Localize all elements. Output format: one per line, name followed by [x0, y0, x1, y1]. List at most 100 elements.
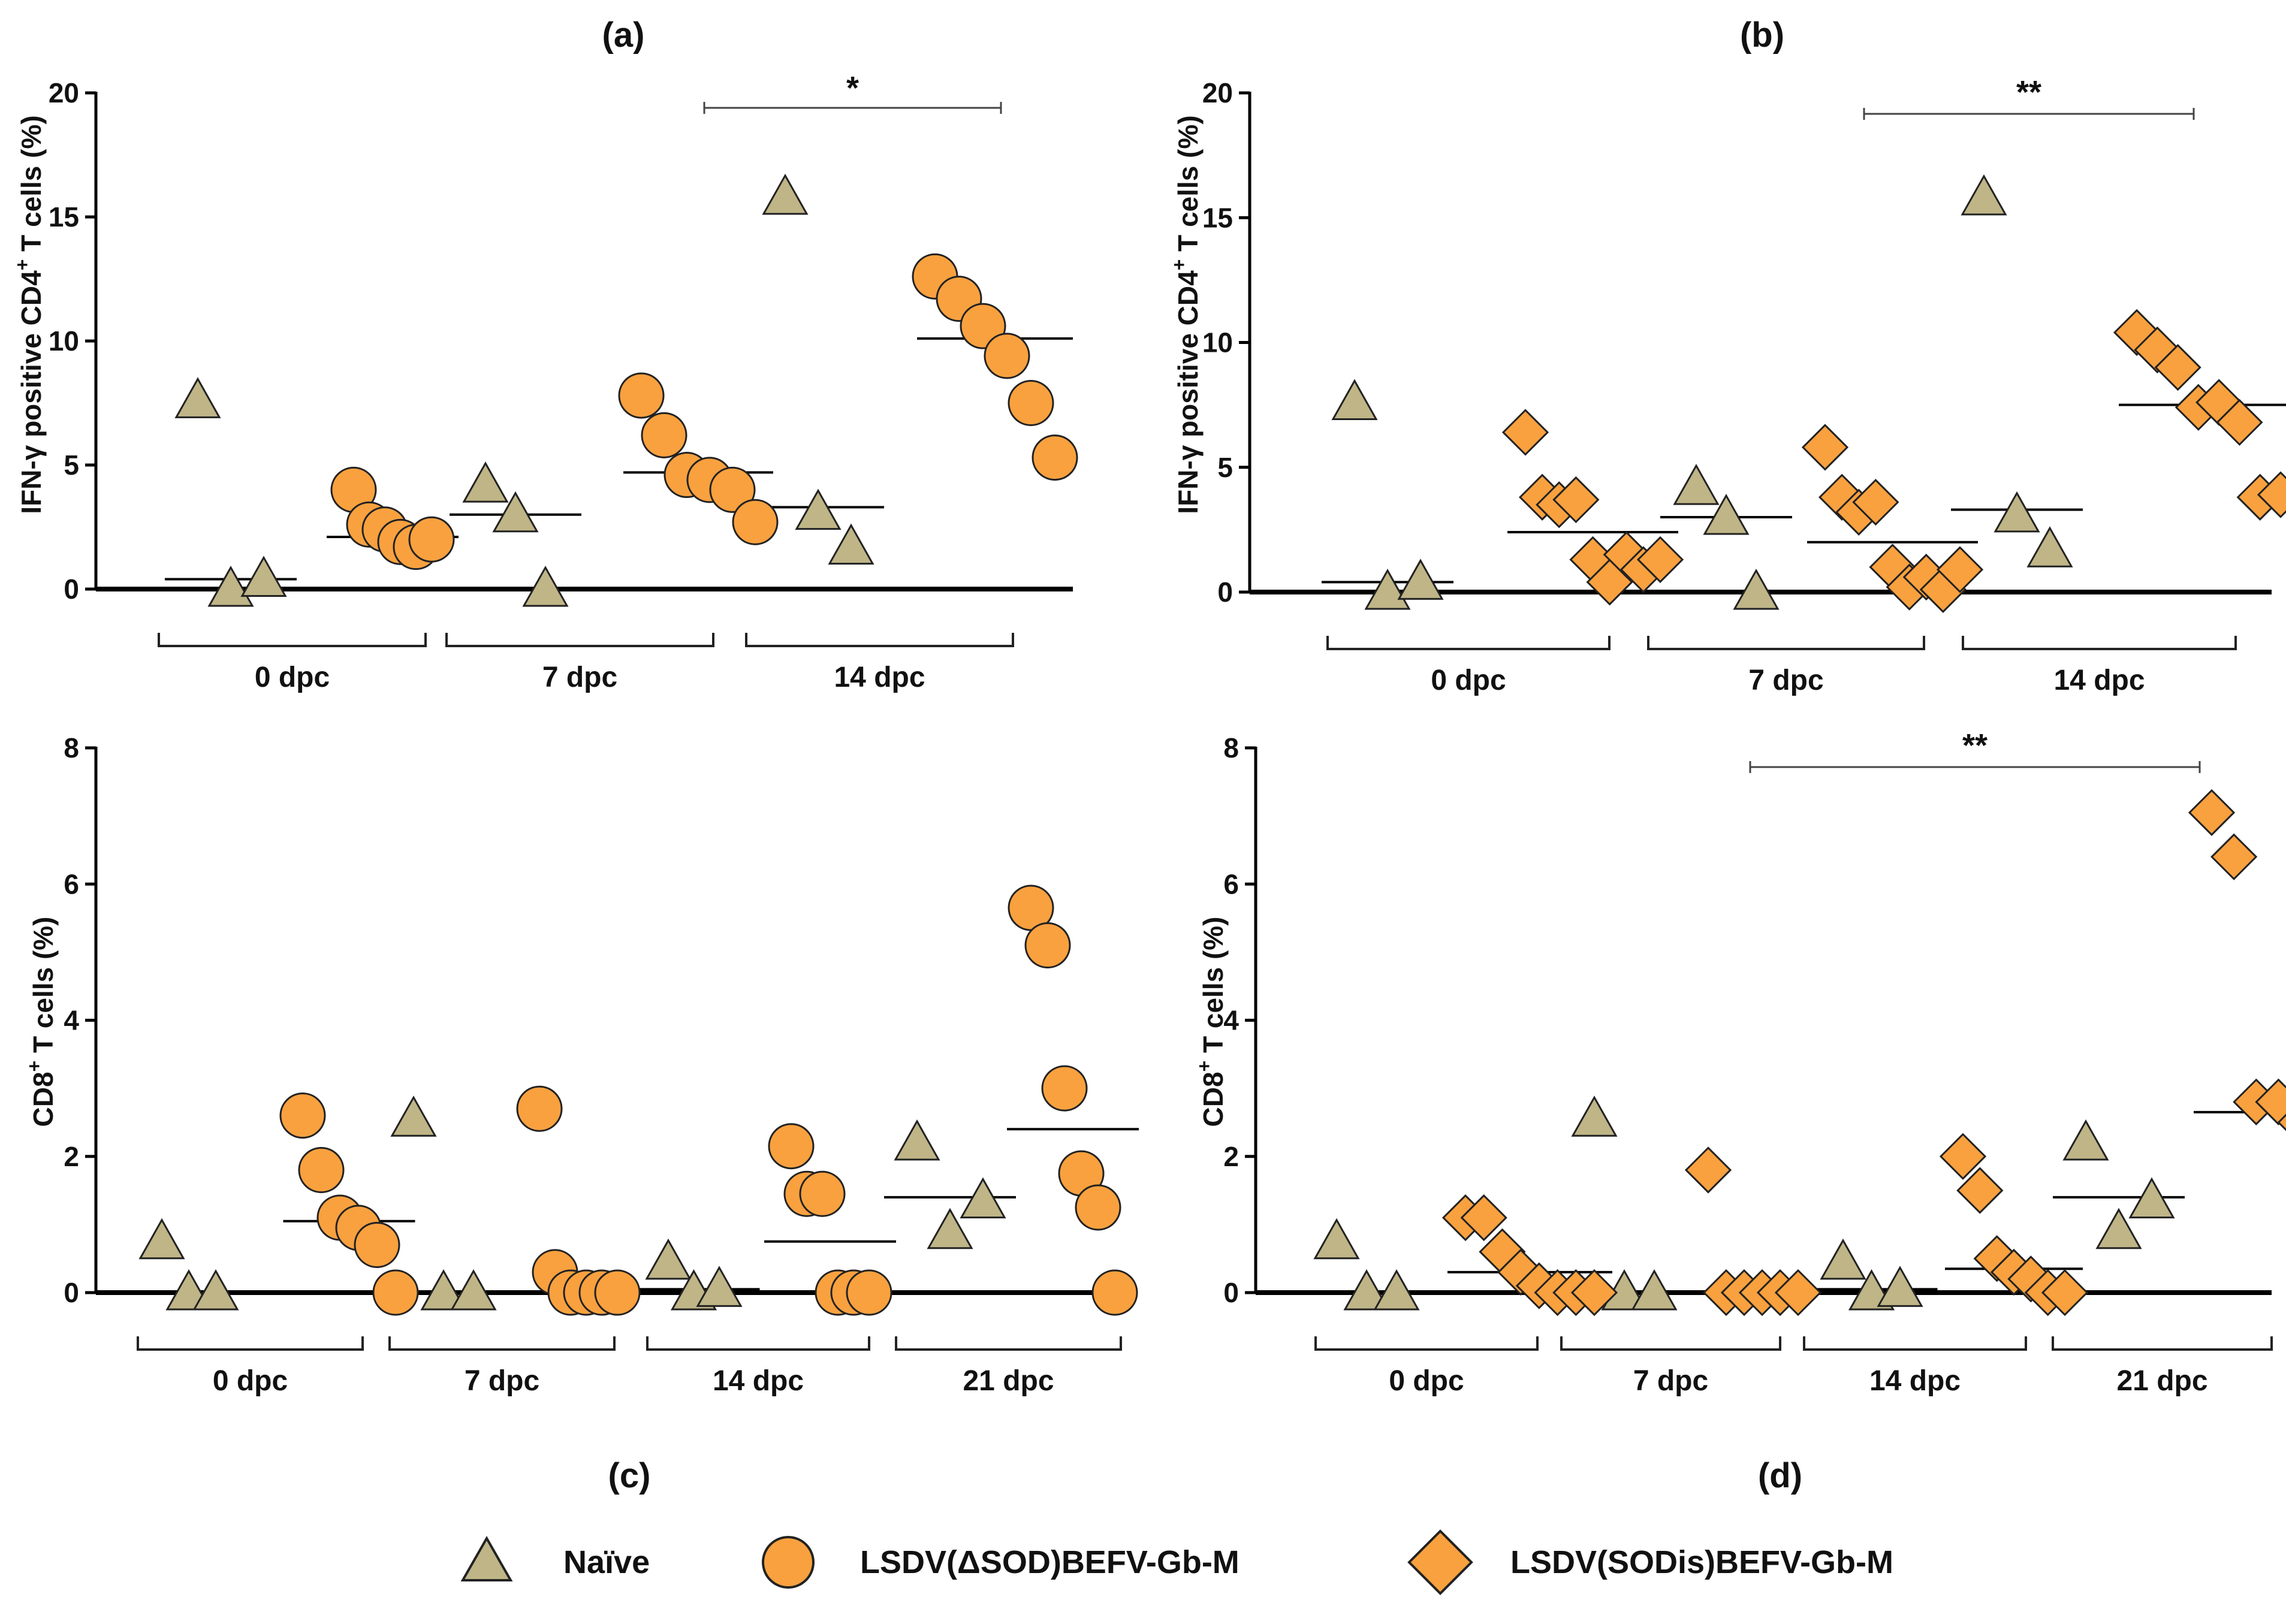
- significance-bar-p1: [1863, 108, 2195, 120]
- group-bracket-p2-0: [137, 1336, 364, 1351]
- group-label-p3-0: 0 dpc: [1389, 1365, 1464, 1397]
- y-tick-label-p1-2: 10: [1202, 327, 1233, 358]
- point-p3-s0-g0-2: [1373, 1269, 1420, 1311]
- legend-sodis-label: LSDV(SODis)BEFV-Gb-M: [1510, 1544, 1893, 1580]
- point-p2-s0-g1-1: [420, 1269, 467, 1311]
- point-p3-s1-g0-1: [1460, 1194, 1507, 1242]
- panel-label-a: (a): [602, 16, 645, 55]
- point-p2-s1-g3-5: [1091, 1269, 1138, 1316]
- point-p2-s1-g0-1: [298, 1146, 345, 1193]
- point-p2-s1-g3-4: [1075, 1184, 1121, 1231]
- point-p1-s0-g2-1: [1994, 491, 2040, 533]
- y-tick-label-p2-3: 6: [64, 868, 79, 899]
- group-label-p0-0: 0 dpc: [255, 662, 330, 693]
- point-p0-s1-g0-5: [408, 516, 455, 563]
- point-p1-s0-g1-1: [1703, 493, 1750, 535]
- y-tick-label-p3-2: 4: [1223, 1005, 1239, 1036]
- point-p1-s1-g0-0: [1501, 409, 1549, 456]
- point-p0-s0-g1-1: [492, 491, 539, 533]
- point-p0-s1-g2-4: [1008, 380, 1054, 426]
- point-p2-s0-g3-0: [894, 1119, 940, 1161]
- y-tick-label-p2-2: 4: [64, 1005, 79, 1036]
- point-p2-s0-g1-0: [390, 1095, 437, 1137]
- y-axis-title-a: IFN-γ positive CD4+ T cells (%): [11, 115, 47, 514]
- point-p0-s0-g0-0: [174, 377, 221, 418]
- significance-bar-p3: [1749, 761, 2201, 773]
- y-tick-label-p0-1: 5: [64, 449, 79, 481]
- y-tick-label-p3-1: 2: [1223, 1141, 1239, 1172]
- point-p0-s1-g1-5: [732, 499, 779, 545]
- point-p2-s1-g1-0: [516, 1085, 563, 1132]
- legend-dsod-marker: [762, 1536, 815, 1589]
- group-label-p2-0: 0 dpc: [213, 1365, 288, 1397]
- group-label-p3-2: 14 dpc: [1869, 1365, 1961, 1397]
- point-p0-s0-g1-2: [522, 565, 569, 607]
- y-tick-label-p0-3: 15: [49, 201, 79, 233]
- group-label-p3-3: 21 dpc: [2116, 1365, 2207, 1397]
- point-p3-s0-g1-0: [1571, 1095, 1618, 1137]
- significance-label-p1: **: [2016, 74, 2041, 110]
- point-p3-s1-g0-7: [1570, 1269, 1618, 1317]
- y-tick-label-p1-3: 15: [1202, 202, 1233, 233]
- significance-bar-p0: [703, 102, 1002, 114]
- group-label-p0-2: 14 dpc: [834, 662, 925, 693]
- significance-label-p3: **: [1962, 728, 1988, 763]
- legend-dsod-label: LSDV(ΔSOD)BEFV-Gb-M: [860, 1544, 1239, 1580]
- y-tick-label-p0-4: 20: [49, 77, 79, 108]
- point-p1-s0-g1-0: [1673, 464, 1720, 505]
- y-tick-label-p3-4: 8: [1223, 732, 1239, 763]
- point-p1-s1-g2-1: [2134, 326, 2181, 374]
- point-p2-s1-g2-2: [799, 1170, 846, 1217]
- group-bracket-p1-0: [1326, 636, 1611, 650]
- point-p0-s0-g2-0: [762, 173, 809, 215]
- legend-naive-marker: [460, 1535, 513, 1581]
- group-bracket-p0-0: [158, 633, 427, 647]
- y-tick-label-p3-3: 6: [1223, 868, 1239, 899]
- point-p1-s1-g0-8: [1636, 536, 1684, 583]
- point-p1-s1-g1-8: [1936, 546, 1984, 593]
- panel-label-d: (d): [1758, 1456, 1802, 1495]
- y-axis-title-d: CD8+ T cells (%): [1193, 916, 1229, 1127]
- point-p2-s0-g0-0: [138, 1218, 185, 1260]
- point-p3-s0-g3-0: [2062, 1119, 2109, 1161]
- point-p1-s1-g2-7: [2257, 471, 2286, 518]
- point-p2-s0-g1-2: [450, 1269, 497, 1311]
- point-p2-s1-g0-0: [279, 1092, 326, 1139]
- point-p3-s0-g3-2: [2128, 1177, 2175, 1219]
- legend: Naïve LSDV(ΔSOD)BEFV-Gb-M LSDV(SODis)BEF…: [460, 1529, 1893, 1595]
- point-p3-s0-g2-0: [1820, 1238, 1866, 1280]
- group-label-p0-1: 7 dpc: [542, 662, 617, 693]
- point-p3-s1-g2-0: [1939, 1133, 1987, 1180]
- group-label-p1-0: 0 dpc: [1431, 665, 1506, 696]
- y-tick-label-p2-1: 2: [64, 1141, 79, 1172]
- point-p3-s0-g1-2: [1631, 1269, 1678, 1311]
- group-bracket-p3-3: [2052, 1336, 2273, 1351]
- y-axis-title-b: IFN-γ positive CD4+ T cells (%): [1168, 115, 1204, 514]
- point-p1-s1-g1-0: [1801, 424, 1849, 471]
- group-bracket-p3-1: [1560, 1336, 1781, 1351]
- group-bracket-p2-3: [895, 1336, 1122, 1351]
- y-tick-label-p3-0: 0: [1223, 1277, 1239, 1308]
- point-p1-s0-g2-0: [1961, 174, 2007, 216]
- point-p2-s1-g3-2: [1041, 1065, 1088, 1112]
- point-p3-s1-g3-3: [2255, 1078, 2286, 1125]
- panel-label-c: (c): [608, 1456, 651, 1495]
- point-p2-s1-g0-5: [372, 1269, 419, 1316]
- group-bracket-p2-1: [388, 1336, 616, 1351]
- point-p0-s1-g2-3: [984, 333, 1030, 379]
- group-label-p2-3: 21 dpc: [963, 1365, 1054, 1397]
- point-p3-s0-g3-1: [2095, 1208, 2142, 1249]
- point-p0-s0-g2-2: [828, 523, 874, 565]
- legend-naive-label: Naïve: [563, 1544, 650, 1580]
- group-label-p2-2: 14 dpc: [713, 1365, 804, 1397]
- group-bracket-p3-0: [1314, 1336, 1539, 1351]
- group-bracket-p1-1: [1647, 636, 1925, 650]
- legend-sodis-marker: [1407, 1529, 1473, 1595]
- point-p3-s0-g0-0: [1313, 1218, 1360, 1260]
- group-label-p1-1: 7 dpc: [1748, 665, 1823, 696]
- point-p2-s1-g2-5: [846, 1269, 892, 1316]
- point-p2-s0-g0-2: [192, 1269, 239, 1311]
- point-p3-s1-g1-0: [1684, 1146, 1732, 1194]
- y-tick-label-p1-4: 20: [1202, 77, 1233, 108]
